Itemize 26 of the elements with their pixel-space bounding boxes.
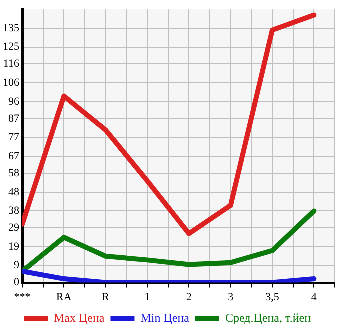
y-tick-label: 106 (3, 76, 20, 89)
x-tick-label: *** (14, 291, 31, 304)
y-tick-label: 67 (8, 150, 20, 162)
x-tick-label: 4 (311, 291, 318, 304)
y-tick-label: 77 (8, 132, 20, 144)
y-tick-label: 9 (14, 260, 20, 272)
x-tick-label: R (102, 291, 110, 304)
y-tick-label: 87 (8, 112, 20, 125)
x-tick-label: 2 (186, 291, 192, 304)
y-tick-label: 19 (8, 240, 20, 253)
x-tick-label: 1 (144, 291, 150, 304)
legend-label: Min Цена (140, 311, 190, 326)
x-tick-label: RA (56, 291, 72, 304)
x-tick-label: 3 (228, 291, 234, 304)
y-tick-label: 135 (3, 22, 20, 34)
y-tick-label: 96 (8, 96, 20, 108)
y-tick-label: 38 (8, 205, 20, 218)
y-tick-label: 48 (8, 186, 20, 198)
y-tick-label: 125 (3, 41, 20, 54)
x-tick-label: 3,5 (266, 291, 280, 304)
y-tick-label: 58 (8, 167, 20, 180)
y-tick-label: 0 (14, 276, 20, 289)
y-tick-label: 116 (3, 58, 20, 70)
legend-label: Max Цена (54, 311, 106, 326)
y-tick-label: 29 (8, 222, 20, 234)
legend-label: Сред.Цена, т.йен (225, 311, 312, 326)
